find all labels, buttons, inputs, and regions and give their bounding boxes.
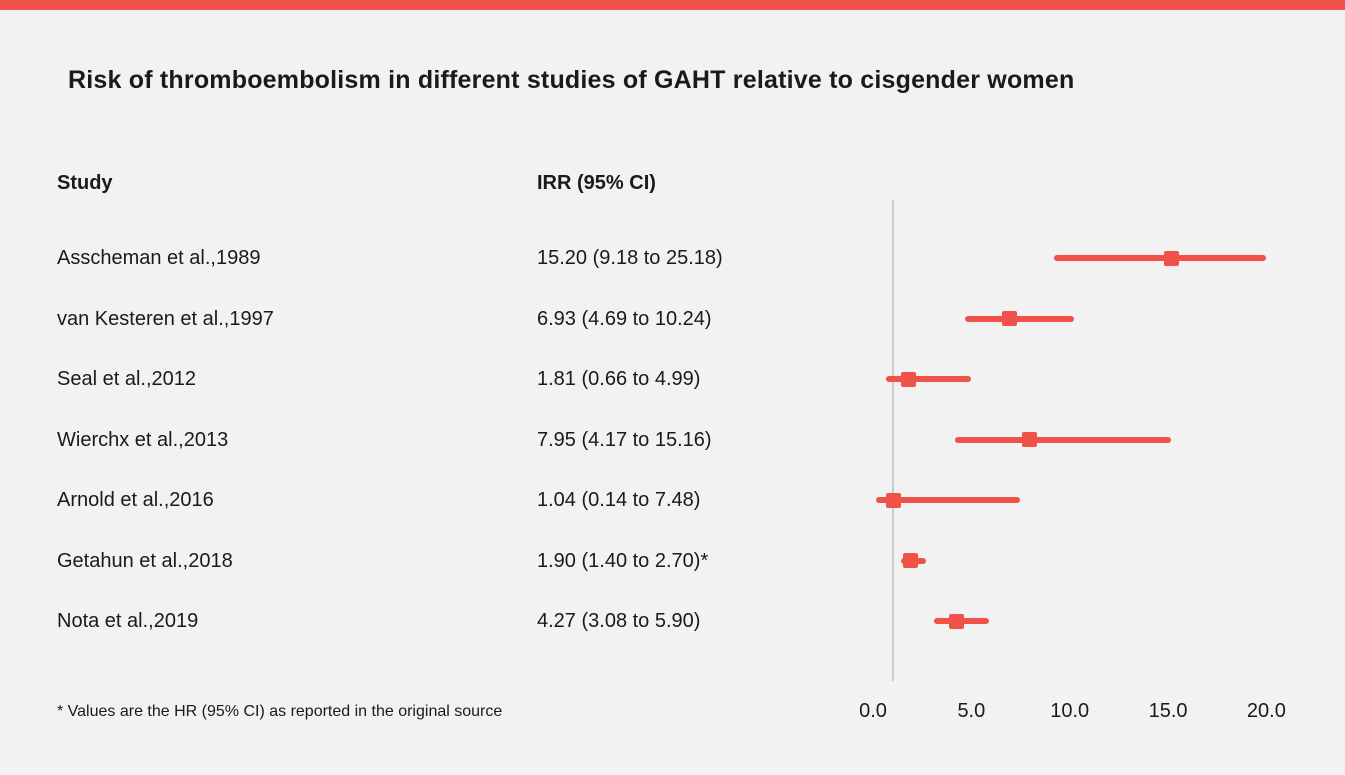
point-estimate-marker [1021,432,1037,447]
study-label: Arnold et al.,2016 [57,489,214,511]
x-tick-label: 10.0 [1050,700,1090,722]
x-tick-label: 20.0 [1246,700,1286,722]
point-estimate-marker [949,613,965,629]
footnote: * Values are the HR (95% CI) as reported… [57,703,503,720]
irr-value-label: 15.20 (9.18 to 25.18) [537,247,723,269]
chart-title: Risk of thromboembolism in different stu… [68,66,1075,94]
study-label: van Kesteren et al.,1997 [57,307,274,330]
top-accent-bar [0,0,1345,10]
point-estimate-marker [1001,311,1017,326]
point-estimate-marker [901,371,917,387]
confidence-interval-line [875,497,1021,503]
study-label: Seal et al.,2012 [57,368,196,390]
x-tick-label: 5.0 [957,700,986,722]
irr-value-label: 1.04 (0.14 to 7.48) [537,489,701,511]
irr-value-label: 7.95 (4.17 to 15.16) [537,428,712,451]
study-label: Wierchx et al.,2013 [57,428,229,451]
confidence-interval-line [965,315,1075,322]
study-label: Asscheman et al.,1989 [57,247,261,269]
point-estimate-marker [885,492,901,508]
confidence-interval-line [885,376,972,382]
x-tick-label: 15.0 [1148,700,1188,722]
point-estimate-marker [1164,250,1180,266]
study-column-header: Study [57,172,113,194]
study-label: Getahun et al.,2018 [57,549,233,572]
irr-column-header: IRR (95% CI) [537,172,656,194]
confidence-interval-line [955,436,1172,443]
x-tick-label: 0.0 [859,700,887,722]
reference-line [891,200,894,681]
irr-value-label: 6.93 (4.69 to 10.24) [537,307,712,330]
point-estimate-marker [902,553,918,568]
study-label: Nota et al.,2019 [57,610,199,632]
irr-value-label: 4.27 (3.08 to 5.90) [537,610,701,632]
confidence-interval-line [1053,255,1267,261]
irr-value-label: 1.81 (0.66 to 4.99) [537,368,701,390]
irr-value-label: 1.90 (1.40 to 2.70)* [537,549,709,572]
